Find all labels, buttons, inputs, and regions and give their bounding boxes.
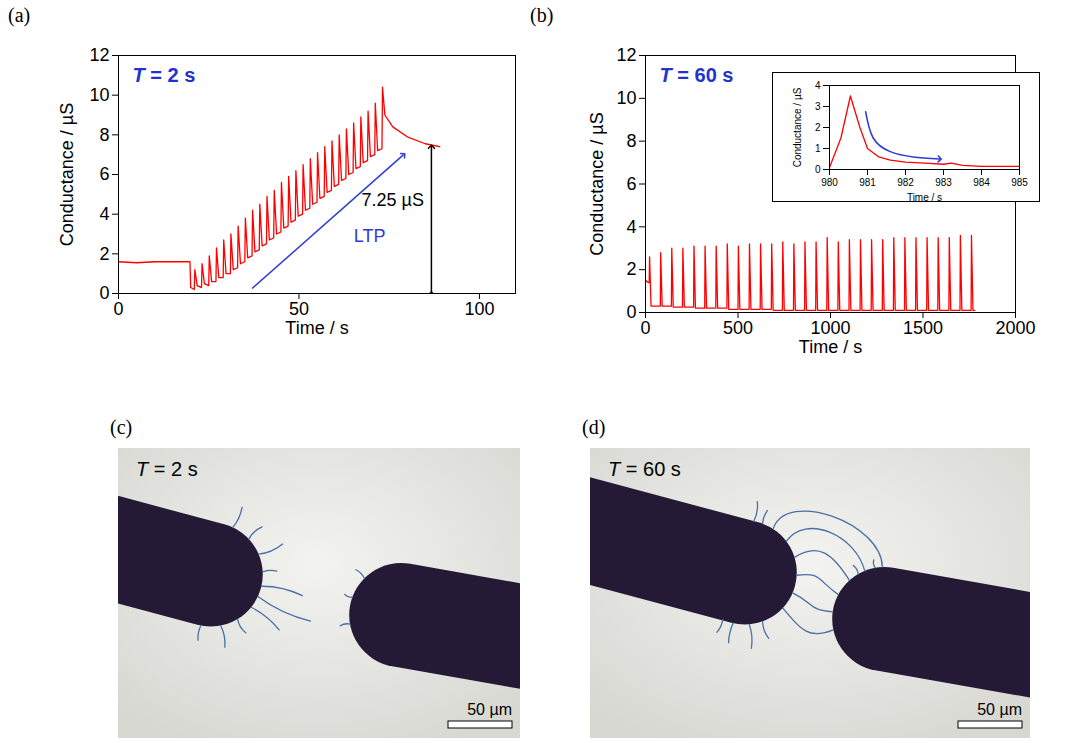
svg-text:10: 10 [616, 88, 636, 108]
svg-text:6: 6 [626, 174, 636, 194]
svg-text:50 µm: 50 µm [467, 701, 512, 718]
svg-text:Conductance / µS: Conductance / µS [587, 112, 607, 255]
svg-text:T = 60 s: T = 60 s [608, 458, 681, 480]
html-text:(c): (c) [110, 416, 133, 438]
svg-text:T = 60 s: T = 60 s [660, 64, 734, 86]
svg-text:100: 100 [464, 299, 494, 319]
svg-text:Time / s: Time / s [799, 337, 862, 357]
html-text:(d): (d) [582, 416, 606, 438]
svg-text:0: 0 [99, 283, 109, 303]
svg-text:981: 981 [859, 177, 876, 188]
svg-text:0: 0 [640, 318, 650, 338]
svg-text:T = 2 s: T = 2 s [133, 64, 196, 86]
html-text:(b): (b) [530, 4, 554, 26]
svg-text:2: 2 [99, 244, 109, 264]
svg-text:982: 982 [897, 177, 914, 188]
svg-text:0: 0 [626, 302, 636, 322]
svg-text:980: 980 [821, 177, 838, 188]
svg-text:10: 10 [89, 85, 109, 105]
svg-text:12: 12 [616, 45, 636, 65]
svg-text:3: 3 [815, 101, 821, 112]
svg-text:7.25 µS: 7.25 µS [362, 190, 424, 210]
svg-text:2: 2 [626, 259, 636, 279]
html-text:(a): (a) [8, 4, 31, 26]
svg-text:0: 0 [815, 164, 821, 175]
svg-text:984: 984 [973, 177, 990, 188]
svg-text:Time / s: Time / s [907, 192, 942, 203]
svg-text:2000: 2000 [995, 318, 1035, 338]
svg-text:4: 4 [99, 204, 109, 224]
svg-text:985: 985 [1011, 177, 1028, 188]
svg-text:50: 50 [289, 299, 309, 319]
svg-text:T = 2 s: T = 2 s [136, 458, 198, 480]
svg-text:Conductance / µS: Conductance / µS [792, 87, 803, 167]
svg-text:8: 8 [626, 131, 636, 151]
svg-text:1: 1 [815, 143, 821, 154]
svg-text:500: 500 [723, 318, 753, 338]
svg-text:4: 4 [815, 80, 821, 91]
svg-text:Time / s: Time / s [285, 318, 348, 338]
svg-text:1000: 1000 [810, 318, 850, 338]
svg-text:8: 8 [99, 125, 109, 145]
svg-text:6: 6 [99, 164, 109, 184]
svg-text:983: 983 [935, 177, 952, 188]
svg-text:1500: 1500 [903, 318, 943, 338]
svg-text:12: 12 [89, 45, 109, 65]
svg-text:2: 2 [815, 122, 821, 133]
svg-text:4: 4 [626, 217, 636, 237]
svg-text:Conductance / µS: Conductance / µS [57, 103, 77, 246]
svg-text:50 µm: 50 µm [977, 701, 1022, 718]
svg-text:0: 0 [113, 299, 123, 319]
svg-text:LTP: LTP [354, 226, 386, 246]
